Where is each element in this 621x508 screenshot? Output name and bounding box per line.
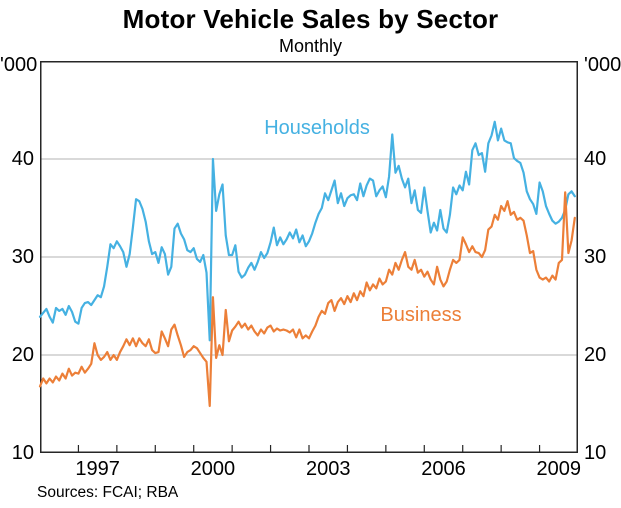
chart-subtitle: Monthly [278,36,343,56]
y-axis-unit-right: '000 [584,54,621,76]
y-axis-label-left-30: 30 [11,246,34,268]
y-axis-label-right-40: 40 [584,148,607,170]
y-axis-unit-left: '000 [0,54,38,76]
x-axis-label-2000: 2000 [190,458,236,480]
x-axis-label-2006: 2006 [421,458,466,480]
x-axis-label-2003: 2003 [305,458,351,480]
households-series-label: Households [264,117,370,139]
y-axis-label-right-20: 20 [584,344,607,366]
business-line [38,191,576,408]
sources-note: Sources: FCAI; RBA [37,484,179,501]
x-axis-label-2009: 2009 [536,458,582,480]
y-axis-label-left-10: 10 [11,442,34,464]
households-line [38,120,576,342]
chart-title: Motor Vehicle Sales by Sector [122,4,499,34]
y-axis-label-right-10: 10 [584,442,607,464]
y-axis-label-right-30: 30 [584,246,607,268]
business-series-label: Business [380,304,462,326]
plot-frame [40,61,578,453]
x-axis-label-1997: 1997 [75,458,120,480]
y-axis-label-left-20: 20 [11,344,34,366]
y-axis-label-left-40: 40 [11,148,34,170]
